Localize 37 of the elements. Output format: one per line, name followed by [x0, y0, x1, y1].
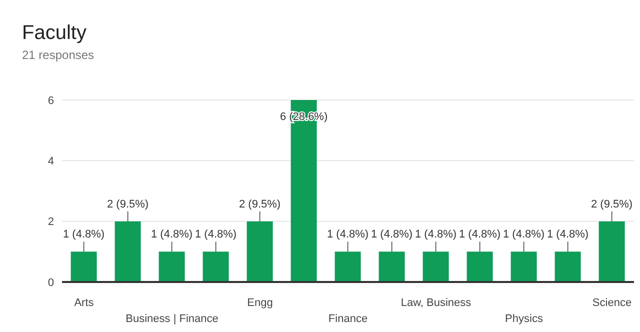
bar [114, 221, 141, 282]
bar [158, 252, 185, 282]
bar [334, 252, 361, 282]
bar [70, 252, 97, 282]
data-label: 1 (4.8%) [503, 228, 545, 241]
chart-subtitle: 21 responses [22, 48, 94, 62]
x-tick-label: Engg [247, 297, 273, 309]
bar [554, 252, 581, 282]
data-label: 1 (4.8%) [371, 228, 413, 241]
data-label: 1 (4.8%) [327, 228, 369, 241]
bar [246, 221, 273, 282]
x-tick-label: Law, Business [400, 297, 472, 309]
x-tick-label: Finance [328, 313, 368, 325]
bar [202, 252, 229, 282]
y-tick-label: 6 [48, 94, 54, 107]
y-tick-label: 0 [48, 276, 54, 289]
bar [422, 252, 449, 282]
bar [510, 252, 537, 282]
data-label: 1 (4.8%) [547, 228, 589, 241]
x-tick-label: Business | Finance [126, 313, 218, 325]
data-label: 2 (9.5%) [239, 198, 281, 210]
bar [598, 221, 625, 282]
data-label: 1 (4.8%) [195, 228, 237, 241]
y-tick-label: 2 [48, 216, 54, 228]
data-label: 2 (9.5%) [107, 198, 149, 210]
y-tick-label: 4 [48, 156, 54, 168]
x-tick-label: Arts [74, 297, 94, 309]
data-label: 1 (4.8%) [151, 228, 193, 241]
bar [378, 252, 405, 282]
data-label: 2 (9.5%) [591, 198, 633, 210]
x-tick-label: Physics [505, 313, 544, 325]
chart-title: Faculty [22, 22, 86, 45]
data-label: 1 (4.8%) [415, 228, 457, 241]
data-label: 1 (4.8%) [63, 228, 105, 241]
x-tick-label: Science [592, 297, 632, 309]
bar [466, 252, 493, 282]
data-label: 1 (4.8%) [459, 228, 501, 241]
